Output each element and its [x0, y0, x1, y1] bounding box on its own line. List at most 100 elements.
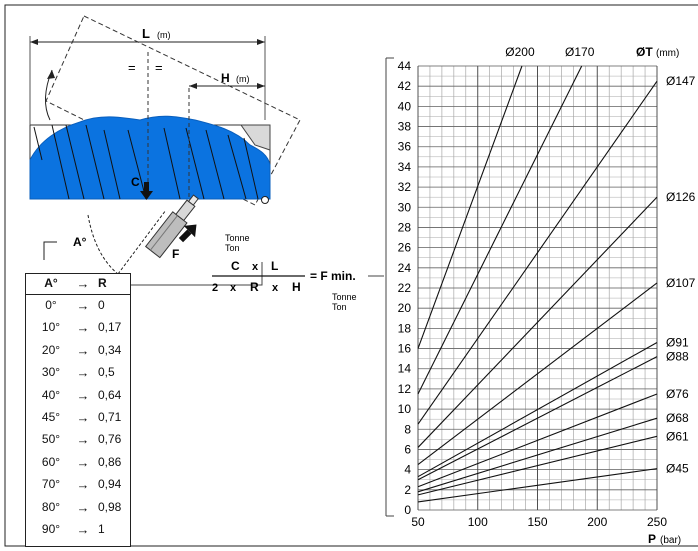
- series-label: Ø76: [666, 387, 689, 401]
- series-line: [417, 356, 658, 481]
- L-unit: (m): [157, 30, 171, 40]
- arrow-cell: →: [76, 298, 90, 313]
- formula-x3: x: [272, 282, 279, 294]
- series-label: Ø61: [666, 429, 689, 443]
- r-cell: 0,98: [98, 499, 122, 514]
- formula-H: H: [292, 280, 301, 294]
- table-row: 60° → 0,86: [26, 455, 130, 475]
- A-leader: [43, 241, 57, 260]
- y-tick-label: 44: [398, 59, 412, 73]
- x-tick-label: 100: [468, 515, 488, 529]
- y-tick-label: 8: [404, 422, 411, 436]
- y-tick-label: 24: [398, 261, 412, 275]
- y-tick-label: 30: [398, 200, 412, 214]
- F-label: F: [172, 247, 179, 261]
- C-label: C: [131, 175, 140, 189]
- equal-mark-right: =: [155, 60, 163, 75]
- tilted-outline: [45, 15, 301, 206]
- series-line: [417, 196, 658, 448]
- table-row: 30° → 0,5: [26, 365, 130, 385]
- y-tick-label: 16: [398, 342, 412, 356]
- table-row: 40° → 0,64: [26, 388, 130, 408]
- r-cell: 0,94: [98, 477, 122, 492]
- series-line: [417, 65, 583, 395]
- outer-border: [4, 4, 698, 547]
- header-r: R: [98, 276, 107, 290]
- formula-unit-bottom-1: Tonne: [332, 292, 357, 302]
- series-label: Ø45: [666, 462, 689, 476]
- series-line: [417, 435, 658, 496]
- series-label: Ø91: [666, 335, 689, 349]
- y-tick-label: 20: [398, 301, 412, 315]
- formula-x2: x: [230, 282, 237, 294]
- x-tick-label: 150: [527, 515, 547, 529]
- series-line: [417, 80, 658, 425]
- series-line: [417, 65, 523, 349]
- table-header-separator: [26, 294, 130, 295]
- C-arrow-shaft: [144, 182, 149, 192]
- series-header: ØT: [636, 45, 653, 59]
- arrow-cell: →: [76, 320, 90, 336]
- y-tick-labels: 0246810121416182022242628303234363840424…: [398, 59, 412, 517]
- r-cell: 1: [98, 522, 105, 536]
- y-tick-label: 32: [398, 180, 412, 194]
- angle-ratio-table: A° → R 0° → 0 10° → 0,17 20° → 0,34 30° → 0,5 40° → 0,…: [25, 273, 131, 547]
- cylinder-icon: [144, 194, 199, 259]
- series-lines: [417, 65, 658, 503]
- angle-cell: 45°: [41, 410, 61, 424]
- x-tick-labels: 50 100 150 200 250: [411, 515, 667, 529]
- series-label: Ø68: [666, 411, 689, 425]
- y-tick-label: 4: [404, 463, 411, 477]
- series-line: [417, 468, 658, 503]
- x-tick-label: 200: [587, 515, 607, 529]
- angle-arc: [87, 214, 119, 275]
- angle-cell: 60°: [41, 454, 61, 469]
- angle-cell: 90°: [41, 522, 61, 536]
- y-tick-label: 26: [398, 241, 412, 255]
- y-tick-label: 10: [398, 402, 412, 416]
- header-arrow: →: [76, 276, 90, 291]
- tilt-arc-arrow: [47, 70, 55, 79]
- F-arrow-icon: [178, 224, 197, 243]
- arrow-cell: →: [76, 522, 90, 537]
- formula-R: R: [250, 280, 259, 294]
- y-tick-label: 22: [398, 281, 412, 295]
- tipping-diagram: L (m) = = H (m) C F A° Tonne Ton C x L 2…: [29, 15, 384, 312]
- angle-cell: 70°: [41, 477, 61, 492]
- arrow-cell: →: [76, 365, 90, 381]
- table-row: 50° → 0,76: [26, 432, 130, 452]
- table-row: 70° → 0,94: [26, 477, 130, 497]
- y-tick-label: 40: [398, 99, 412, 113]
- r-cell: 0,17: [98, 320, 122, 335]
- pivot-point: [261, 196, 269, 204]
- r-cell: 0,64: [98, 387, 122, 402]
- r-cell: 0,34: [98, 342, 122, 357]
- H-arrow-left: [189, 83, 197, 89]
- y-tick-label: 14: [398, 362, 412, 376]
- series-label: Ø147: [666, 74, 696, 88]
- header-angle: A°: [44, 276, 58, 290]
- formula-unit-top-1: Tonne: [225, 233, 250, 243]
- angle-ray: [117, 209, 167, 275]
- arrow-cell: →: [76, 432, 90, 448]
- series-label: Ø107: [666, 276, 696, 290]
- arrow-cell: →: [76, 477, 90, 493]
- y-tick-label: 6: [404, 442, 411, 456]
- L-label: L: [142, 26, 150, 41]
- angle-cell: 40°: [41, 387, 61, 402]
- series-line: [417, 393, 658, 488]
- y-tick-label: 18: [398, 321, 412, 335]
- H-arrow-right: [257, 83, 265, 89]
- L-arrow-left: [30, 39, 38, 45]
- angle-cell: 0°: [45, 298, 57, 312]
- y-tick-label: 0: [404, 503, 411, 517]
- x-tick-label: 250: [647, 515, 667, 529]
- r-cell: 0: [98, 298, 105, 312]
- series-label: Ø88: [666, 350, 689, 364]
- angle-cell: 30°: [41, 365, 61, 380]
- R-leader: [128, 262, 263, 286]
- table-header-row: A° → R: [26, 276, 130, 296]
- arrow-cell: →: [76, 410, 90, 425]
- formula-C: C: [231, 259, 240, 273]
